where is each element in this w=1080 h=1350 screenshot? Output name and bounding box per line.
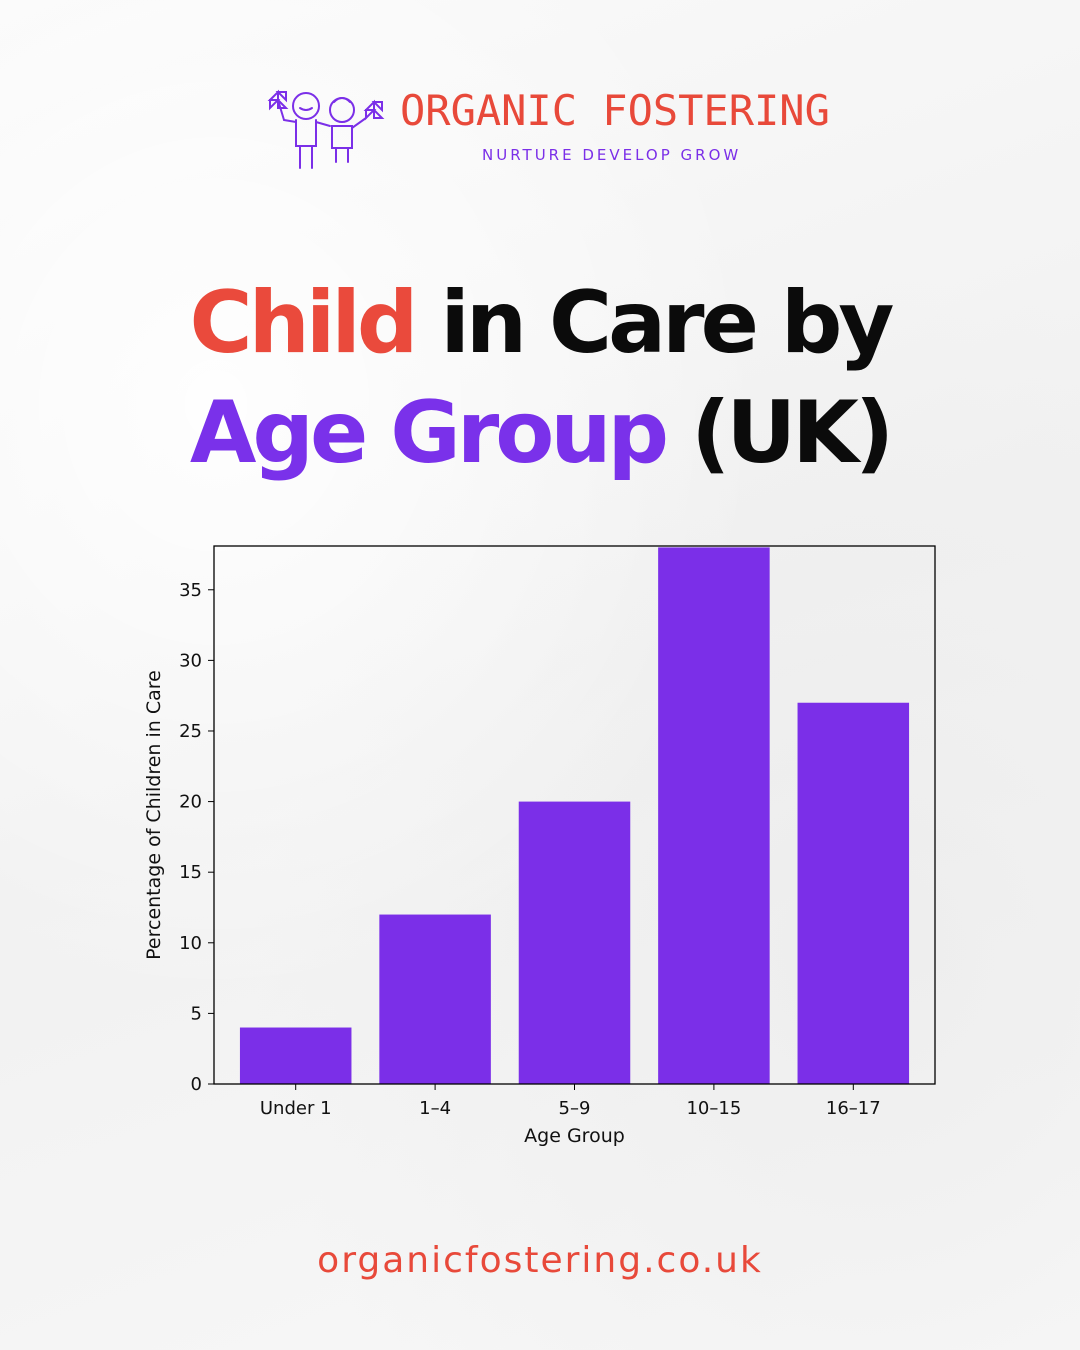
x-tick-label-3: 10–15 [686,1098,741,1119]
brand-logo: ORGANIC FOSTERING NURTURE DEVELOP GROW [262,80,830,180]
headline-uk: (UK) [691,383,894,483]
bar-0 [239,1027,352,1084]
y-tick-label-5: 25 [179,721,202,742]
headline-age-group: Age Group [189,383,669,483]
y-tick-label-4: 20 [179,792,202,813]
bar-4 [797,702,910,1084]
y-tick-label-3: 15 [179,862,202,883]
bar-1 [379,914,491,1084]
children-illustration-icon [267,89,385,169]
x-tick-label-1: 1–4 [419,1098,451,1119]
bar-2 [518,801,631,1084]
brand-tagline: NURTURE DEVELOP GROW [482,146,742,164]
y-tick-label-1: 5 [191,1003,202,1024]
plot-frame [213,545,936,1085]
brand-name: ORGANIC FOSTERING [400,86,830,135]
y-tick-label-7: 35 [179,580,202,601]
headline-line-1: Child in Care by [0,280,1080,366]
website-link[interactable]: organicfostering.co.uk [317,1240,763,1281]
headline-line-2: Age Group (UK) [0,390,1080,476]
bar-3 [658,547,770,1084]
headline-word-child: Child [189,273,419,373]
x-axis-label: Age Group [524,1125,625,1147]
headline-in-care-by: in Care by [440,273,894,373]
x-tick-label-2: 5–9 [559,1098,591,1119]
y-tick-label-6: 30 [179,650,202,671]
y-axis-label: Percentage of Children in Care [143,670,165,960]
y-tick-label-2: 10 [179,933,202,954]
y-tick-label-0: 0 [191,1074,202,1095]
x-tick-label-0: Under 1 [260,1098,332,1119]
x-tick-label-4: 16–17 [826,1098,881,1119]
